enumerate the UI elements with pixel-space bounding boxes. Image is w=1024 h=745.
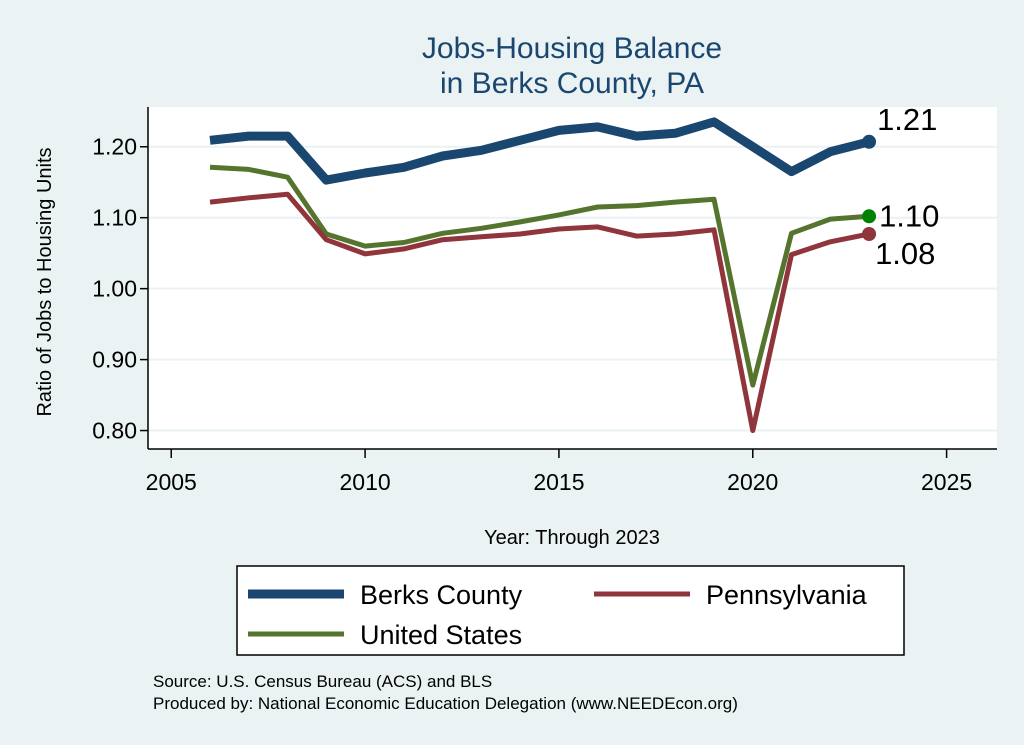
y-tick-label: 1.10 xyxy=(92,205,137,231)
y-axis-title: Ratio of Jobs to Housing Units xyxy=(34,147,56,416)
end-marker xyxy=(862,209,877,224)
legend-label: United States xyxy=(360,620,522,650)
chart-title-line-2: in Berks County, PA xyxy=(440,67,704,100)
x-tick-label: 2015 xyxy=(533,469,584,495)
x-tick-label: 2025 xyxy=(921,469,972,495)
source-note: Source: U.S. Census Bureau (ACS) and BLS xyxy=(153,672,492,691)
end-marker xyxy=(862,227,877,242)
series-line-pennsylvania xyxy=(209,191,870,434)
y-tick-label: 1.20 xyxy=(92,134,137,160)
x-tick-label: 2010 xyxy=(340,469,391,495)
end-value-label: 1.10 xyxy=(879,198,939,233)
x-axis-title: Year: Through 2023 xyxy=(484,527,660,549)
end-marker xyxy=(862,134,877,149)
chart-title-line-1: Jobs-Housing Balance xyxy=(422,32,722,65)
x-tick-label: 2020 xyxy=(727,469,778,495)
end-value-label: 1.08 xyxy=(875,236,935,271)
x-tick-label: 2005 xyxy=(146,469,197,495)
plot-area xyxy=(148,107,997,449)
producer-note: Produced by: National Economic Education… xyxy=(153,694,738,713)
y-tick-label: 0.80 xyxy=(92,418,137,444)
legend-box xyxy=(236,565,905,656)
legend-label: Pennsylvania xyxy=(706,580,868,610)
end-value-label: 1.21 xyxy=(877,102,937,137)
series-line-berks-county xyxy=(209,117,871,185)
y-tick-label: 0.90 xyxy=(92,347,137,373)
legend-label: Berks County xyxy=(360,580,523,610)
legend: Berks County Pennsylvania United States xyxy=(236,565,905,656)
series-line-united-states xyxy=(209,164,870,388)
y-tick-label: 1.00 xyxy=(92,276,137,302)
